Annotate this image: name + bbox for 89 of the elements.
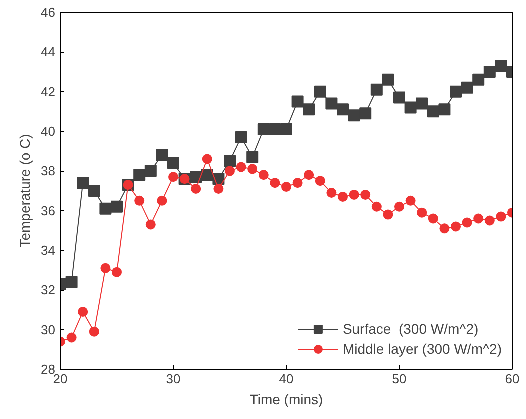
point bbox=[394, 92, 406, 104]
x-tick-label: 30 bbox=[166, 372, 181, 386]
point bbox=[280, 124, 292, 136]
point bbox=[360, 190, 371, 200]
point bbox=[100, 263, 111, 274]
point bbox=[88, 185, 100, 197]
x-tick-label: 40 bbox=[279, 372, 294, 386]
point bbox=[337, 104, 349, 116]
x-axis-title: Time (mins) bbox=[250, 392, 324, 408]
point bbox=[190, 171, 202, 184]
point bbox=[66, 332, 77, 343]
point bbox=[416, 98, 428, 110]
point bbox=[495, 60, 508, 72]
point bbox=[100, 202, 112, 215]
y-tick-label: 38 bbox=[41, 164, 56, 179]
point bbox=[472, 74, 485, 86]
point bbox=[438, 104, 451, 116]
point bbox=[225, 166, 235, 176]
point bbox=[394, 202, 404, 212]
point bbox=[282, 182, 292, 192]
legend-label: Middle layer (300 W/m^2) bbox=[342, 341, 502, 357]
point bbox=[89, 326, 100, 337]
point bbox=[236, 162, 246, 172]
point bbox=[348, 110, 360, 122]
point bbox=[258, 124, 270, 136]
point bbox=[157, 196, 168, 206]
point bbox=[484, 66, 496, 78]
x-tick-label: 60 bbox=[505, 372, 520, 386]
point bbox=[360, 108, 372, 120]
point bbox=[474, 214, 484, 224]
y-tick-label: 40 bbox=[41, 124, 56, 139]
point bbox=[258, 170, 269, 180]
point bbox=[496, 212, 506, 222]
point bbox=[246, 151, 259, 164]
point bbox=[326, 98, 338, 110]
point bbox=[406, 196, 416, 206]
point bbox=[427, 106, 440, 118]
point bbox=[224, 155, 236, 168]
point bbox=[370, 84, 383, 96]
point bbox=[428, 214, 438, 224]
point bbox=[382, 74, 394, 86]
point bbox=[270, 178, 280, 188]
point bbox=[404, 102, 417, 114]
point bbox=[214, 184, 224, 194]
point bbox=[77, 177, 90, 190]
point bbox=[144, 165, 157, 178]
point bbox=[461, 82, 474, 94]
point bbox=[202, 154, 212, 164]
y-axis-title: Temperature (o C) bbox=[17, 134, 34, 248]
point bbox=[338, 192, 348, 202]
point bbox=[78, 306, 88, 317]
y-tick-label: 46 bbox=[41, 5, 56, 20]
legend-label: Surface (300 W/m^2) bbox=[342, 321, 479, 337]
point bbox=[462, 218, 472, 228]
point bbox=[146, 220, 156, 230]
point bbox=[292, 96, 304, 108]
point bbox=[134, 169, 146, 182]
point bbox=[372, 202, 382, 212]
point bbox=[111, 200, 123, 213]
point bbox=[248, 164, 258, 174]
point bbox=[349, 190, 360, 200]
point bbox=[269, 124, 282, 136]
point bbox=[383, 210, 394, 220]
y-tick-label: 34 bbox=[41, 243, 56, 258]
point bbox=[304, 170, 314, 180]
point bbox=[235, 131, 248, 144]
point bbox=[191, 184, 202, 194]
y-tick-label: 44 bbox=[41, 44, 56, 60]
point bbox=[66, 276, 78, 288]
point bbox=[451, 222, 461, 232]
y-tick-label: 42 bbox=[41, 84, 56, 100]
point bbox=[134, 196, 145, 206]
point bbox=[417, 208, 428, 218]
point bbox=[314, 86, 326, 98]
x-tick-label: 50 bbox=[392, 372, 407, 386]
point bbox=[450, 86, 462, 98]
y-tick-label: 32 bbox=[41, 282, 56, 298]
point bbox=[315, 176, 326, 186]
point bbox=[112, 267, 122, 278]
y-tick-label: 30 bbox=[41, 322, 56, 338]
point bbox=[484, 216, 495, 226]
point bbox=[292, 178, 303, 188]
point bbox=[168, 157, 180, 170]
y-tick-label: 36 bbox=[41, 203, 56, 218]
point bbox=[303, 104, 316, 116]
point bbox=[440, 224, 450, 234]
point bbox=[326, 188, 337, 198]
point bbox=[156, 149, 168, 162]
point bbox=[168, 172, 178, 182]
